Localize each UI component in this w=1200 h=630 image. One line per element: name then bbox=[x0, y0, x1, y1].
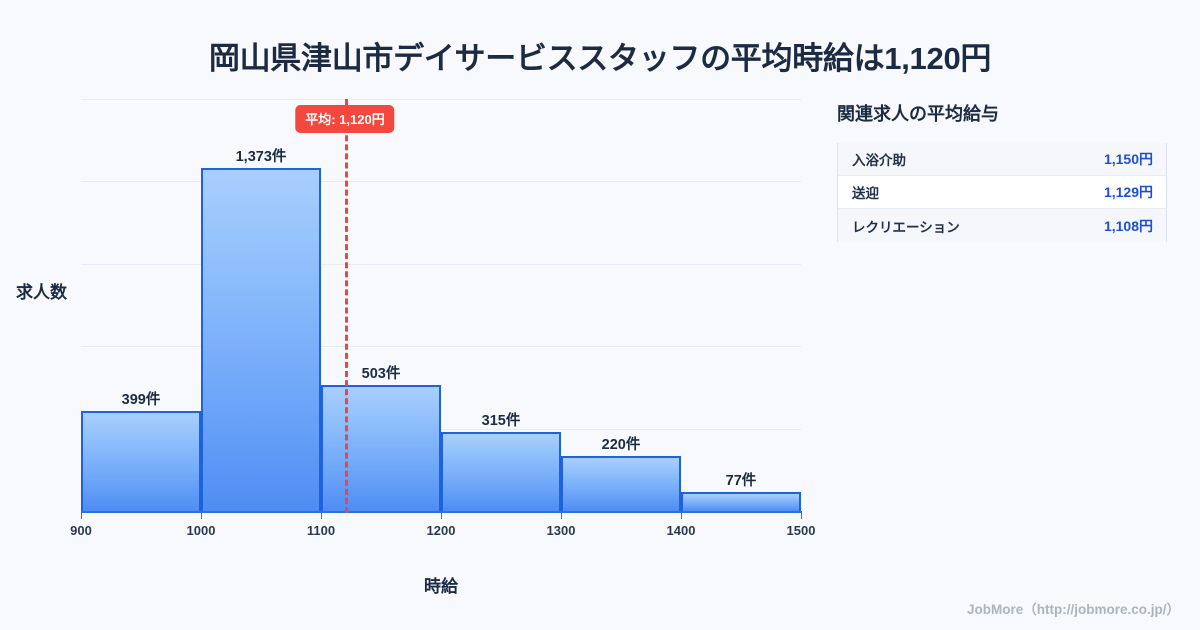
related-salary-value: 1,150円 bbox=[1103, 151, 1153, 167]
gridline bbox=[81, 264, 801, 265]
histogram-bar bbox=[681, 491, 801, 511]
related-salary-name: 入浴介助 bbox=[852, 153, 906, 168]
x-tick-mark bbox=[801, 511, 802, 519]
related-salary-value: 1,108円 bbox=[1103, 217, 1153, 234]
gridline bbox=[81, 346, 801, 347]
average-badge: 平均: 1,120円 bbox=[295, 105, 395, 133]
x-tick-label: 1200 bbox=[426, 523, 456, 538]
histogram-bar bbox=[561, 456, 681, 511]
bar-value-label: 315件 bbox=[481, 413, 521, 430]
related-salary-row: 入浴介助 1,150円 bbox=[838, 143, 1166, 176]
gridline bbox=[81, 429, 801, 430]
bar-value-label: 503件 bbox=[361, 366, 401, 383]
related-salary-name: レクリエーション bbox=[852, 219, 960, 235]
average-line bbox=[345, 99, 348, 513]
related-salary-value: 1,129円 bbox=[1103, 184, 1153, 200]
bar-value-label: 77件 bbox=[725, 472, 757, 489]
x-tick-label: 1300 bbox=[546, 523, 576, 538]
histogram-bar bbox=[81, 411, 201, 511]
page-title: 岡山県津山市デイサービススタッフの平均時給は1,120円 bbox=[208, 41, 992, 76]
x-tick-label: 1400 bbox=[666, 523, 696, 538]
x-tick-label: 900 bbox=[70, 523, 92, 538]
y-axis-title: 求人数 bbox=[16, 283, 67, 302]
x-axis-title: 時給 bbox=[424, 577, 458, 596]
bar-value-label: 399件 bbox=[121, 392, 161, 409]
x-tick-mark bbox=[441, 511, 442, 519]
x-tick-label: 1500 bbox=[786, 523, 816, 538]
related-salary-name: 送迎 bbox=[852, 186, 879, 201]
x-tick-mark bbox=[201, 511, 202, 519]
side-panel-title: 関連求人の平均給与 bbox=[837, 104, 999, 124]
x-tick-mark bbox=[681, 511, 682, 519]
gridline bbox=[81, 99, 801, 100]
related-salary-table: 入浴介助 1,150円送迎 1,129円レクリエーション 1,108円 bbox=[837, 143, 1167, 242]
plot-area bbox=[81, 99, 801, 511]
histogram-bar bbox=[321, 385, 441, 511]
x-tick-label: 1100 bbox=[306, 523, 336, 538]
side-panel: 関連求人の平均給与 入浴介助 1,150円送迎 1,129円レクリエーション 1,10… bbox=[837, 100, 1167, 242]
related-salary-row: レクリエーション 1,108円 bbox=[838, 209, 1166, 242]
bar-value-label: 220件 bbox=[601, 437, 641, 454]
histogram-bar bbox=[201, 168, 321, 511]
gridline bbox=[81, 181, 801, 182]
bar-value-label: 1,373件 bbox=[235, 149, 287, 166]
x-tick-mark bbox=[321, 511, 322, 519]
watermark: JobMore（http://jobmore.co.jp/） bbox=[967, 602, 1180, 617]
histogram-bar bbox=[441, 432, 561, 511]
x-tick-mark bbox=[81, 511, 82, 519]
x-tick-mark bbox=[561, 511, 562, 519]
related-salary-row: 送迎 1,129円 bbox=[838, 176, 1166, 209]
x-tick-label: 1000 bbox=[186, 523, 216, 538]
